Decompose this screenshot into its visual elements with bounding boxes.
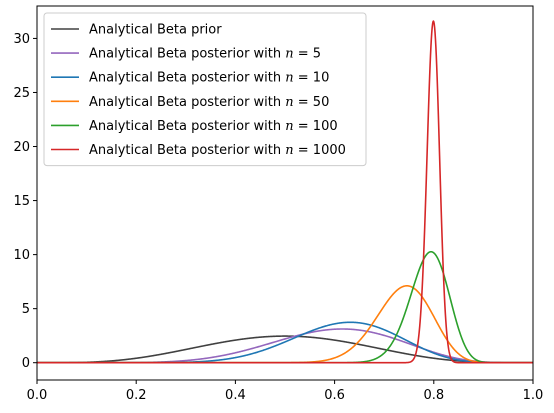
x-axis: 0.0 0.2 0.4 0.6 0.8 1.0 xyxy=(27,380,544,403)
series-line-1 xyxy=(37,328,533,364)
legend-entry-3: Analytical Beta posterior with n = 50 xyxy=(89,95,329,110)
series-line-3 xyxy=(37,285,533,364)
x-tick-label: 0.8 xyxy=(423,388,444,403)
legend-entry-0: Analytical Beta prior xyxy=(89,23,222,38)
x-tick-label: 0.2 xyxy=(126,388,147,403)
legend-entry-5: Analytical Beta posterior with n = 1000 xyxy=(89,143,346,158)
legend-entry-1: Analytical Beta posterior with n = 5 xyxy=(89,47,321,62)
y-tick-label: 25 xyxy=(13,86,30,101)
x-tick-label: 0.0 xyxy=(27,388,48,403)
y-tick-label: 5 xyxy=(22,302,30,317)
series-layer xyxy=(37,20,533,364)
y-tick-label: 0 xyxy=(22,356,30,371)
y-tick-label: 15 xyxy=(13,194,30,209)
y-tick-label: 30 xyxy=(13,32,30,47)
x-tick-label: 1.0 xyxy=(523,388,544,403)
plot-frame xyxy=(36,5,534,381)
series-line-0 xyxy=(37,335,533,364)
y-tick-label: 20 xyxy=(13,140,30,155)
legend-entry-4: Analytical Beta posterior with n = 100 xyxy=(89,119,338,134)
legend: Analytical Beta prior Analytical Beta pos… xyxy=(43,12,367,167)
legend-box xyxy=(43,12,367,167)
legend-entry-2: Analytical Beta posterior with n = 10 xyxy=(89,71,329,86)
x-tick-label: 0.4 xyxy=(225,388,246,403)
series-line-5 xyxy=(37,20,533,364)
y-axis: 0 5 10 15 20 25 30 xyxy=(13,32,37,371)
series-line-4 xyxy=(37,250,533,364)
y-tick-label: 10 xyxy=(13,248,30,263)
x-tick-label: 0.6 xyxy=(324,388,345,403)
